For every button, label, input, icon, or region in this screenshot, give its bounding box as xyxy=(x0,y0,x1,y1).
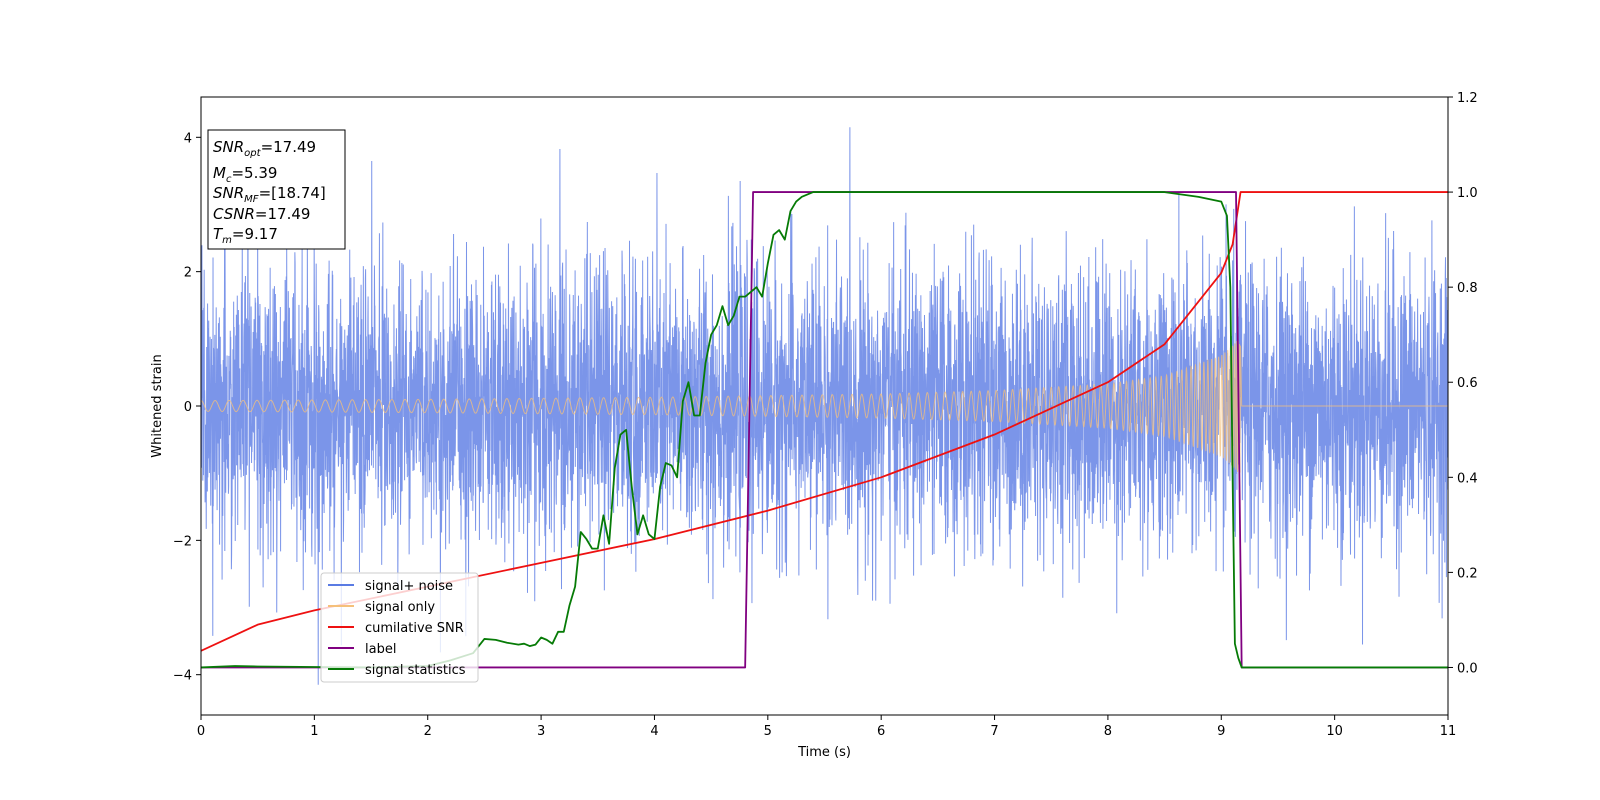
y-tick-label: −4 xyxy=(173,669,192,684)
x-tick-label: 11 xyxy=(1440,724,1457,739)
y2-tick-label: 0.4 xyxy=(1457,471,1478,486)
x-tick-label: 5 xyxy=(764,724,772,739)
y2-tick-label: 0.0 xyxy=(1457,661,1478,676)
y2-tick-label: 1.0 xyxy=(1457,186,1478,201)
series-signal-statistics xyxy=(201,191,1448,669)
legend-label-signal-statistics: signal statistics xyxy=(365,663,466,678)
x-tick-label: 6 xyxy=(877,724,885,739)
y2-tick-label: 0.2 xyxy=(1457,566,1478,581)
y-axis-label: Whitened strain xyxy=(150,354,165,457)
y-tick-label: 2 xyxy=(184,266,192,281)
y-tick-label: 0 xyxy=(184,400,192,415)
y2-tick-label: 0.8 xyxy=(1457,281,1478,296)
x-tick-label: 1 xyxy=(310,724,318,739)
merger-time-text: Tm=9.17 xyxy=(213,225,278,246)
x-tick-label: 3 xyxy=(537,724,545,739)
x-tick-label: 8 xyxy=(1104,724,1112,739)
annotation-frame xyxy=(207,129,346,250)
x-tick-label: 10 xyxy=(1326,724,1343,739)
y-tick-label: 4 xyxy=(184,131,192,146)
y-tick-label: −2 xyxy=(173,534,192,549)
x-tick-label: 7 xyxy=(990,724,998,739)
csnr-text: CSNR=17.49 xyxy=(213,205,310,223)
legend-label-cumulative-snr: cumilative SNR xyxy=(365,621,464,636)
x-tick-label: 4 xyxy=(650,724,658,739)
y2-tick-label: 1.2 xyxy=(1457,91,1478,106)
x-axis-label: Time (s) xyxy=(797,745,851,760)
legend-label-signal-noise: signal+ noise xyxy=(365,579,453,594)
legend-label-signal-only: signal only xyxy=(365,600,435,615)
snr-mf-text: SNRMF=[18.74] xyxy=(213,184,326,205)
axes-layer: 0 1 2 3 4 5 6 7 8 9 10 11 4 2 0 −2 −4 1.2 1.0 0.8 0.6 0.4 0.2 0… xyxy=(173,91,1478,739)
series-signal-only xyxy=(201,340,1448,473)
annotation-box: SNRopt=17.49 Mc=5.39 SNRMF=[18.74] CSNR=… xyxy=(207,129,346,250)
x-tick-label: 2 xyxy=(424,724,432,739)
y2-tick-label: 0.6 xyxy=(1457,376,1478,391)
chirp-mass-text: Mc=5.39 xyxy=(213,164,277,185)
x-tick-label: 0 xyxy=(197,724,205,739)
legend: signal+ noise signal only cumilative SNR… xyxy=(320,572,479,683)
legend-frame xyxy=(320,572,479,683)
x-tick-label: 9 xyxy=(1217,724,1225,739)
legend-label-label: label xyxy=(365,642,396,657)
snr-opt-text: SNRopt=17.49 xyxy=(213,138,316,159)
